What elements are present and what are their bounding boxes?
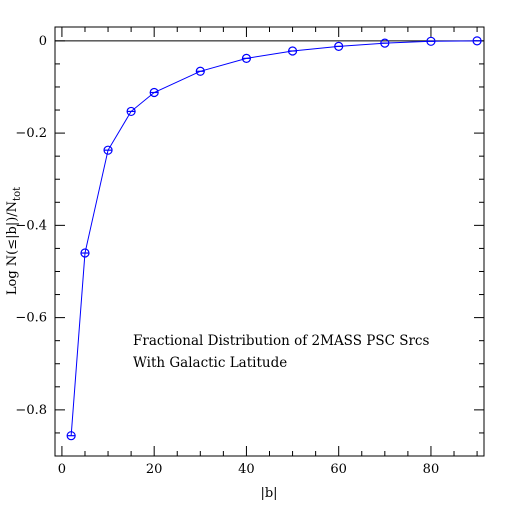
y-axis-label: Log N(≤|b|)/Ntot	[5, 187, 23, 295]
x-tick-label: 0	[58, 462, 66, 477]
tick-marks	[55, 27, 484, 456]
annotation-line-1: Fractional Distribution of 2MASS PSC Src…	[133, 333, 429, 349]
data-point	[426, 36, 436, 46]
x-tick-label: 80	[423, 462, 440, 477]
tick-labels: 0 20 40 60 80 0 −0.2 −0.4 −0.6 −0.8	[15, 34, 439, 477]
y-tick-label: −0.4	[15, 218, 47, 233]
plot-frame	[54, 26, 485, 457]
data-point	[80, 248, 90, 258]
data-point	[103, 145, 113, 155]
x-tick-label: 40	[238, 462, 255, 477]
data-markers	[66, 36, 482, 441]
data-point	[126, 106, 136, 117]
data-point	[149, 87, 159, 98]
y-axis-label-subscript: tot	[12, 187, 23, 201]
data-point	[334, 41, 344, 51]
x-axis-label: |b|	[260, 486, 277, 501]
y-tick-label: −0.6	[15, 311, 47, 326]
y-tick-label: 0	[39, 34, 47, 49]
data-point	[380, 38, 390, 48]
series-line	[70, 40, 478, 436]
data-point	[66, 431, 76, 441]
x-tick-label: 20	[146, 462, 163, 477]
y-axis-label-main: Log N(≤|b|)/N	[5, 201, 20, 295]
data-point	[287, 46, 298, 56]
y-tick-label: −0.8	[15, 403, 47, 418]
x-tick-label: 60	[330, 462, 347, 477]
data-point	[472, 36, 482, 46]
data-point	[195, 66, 205, 76]
annotation-line-2: With Galactic Latitude	[133, 355, 287, 371]
data-point	[241, 53, 252, 63]
y-tick-label: −0.2	[15, 126, 47, 141]
